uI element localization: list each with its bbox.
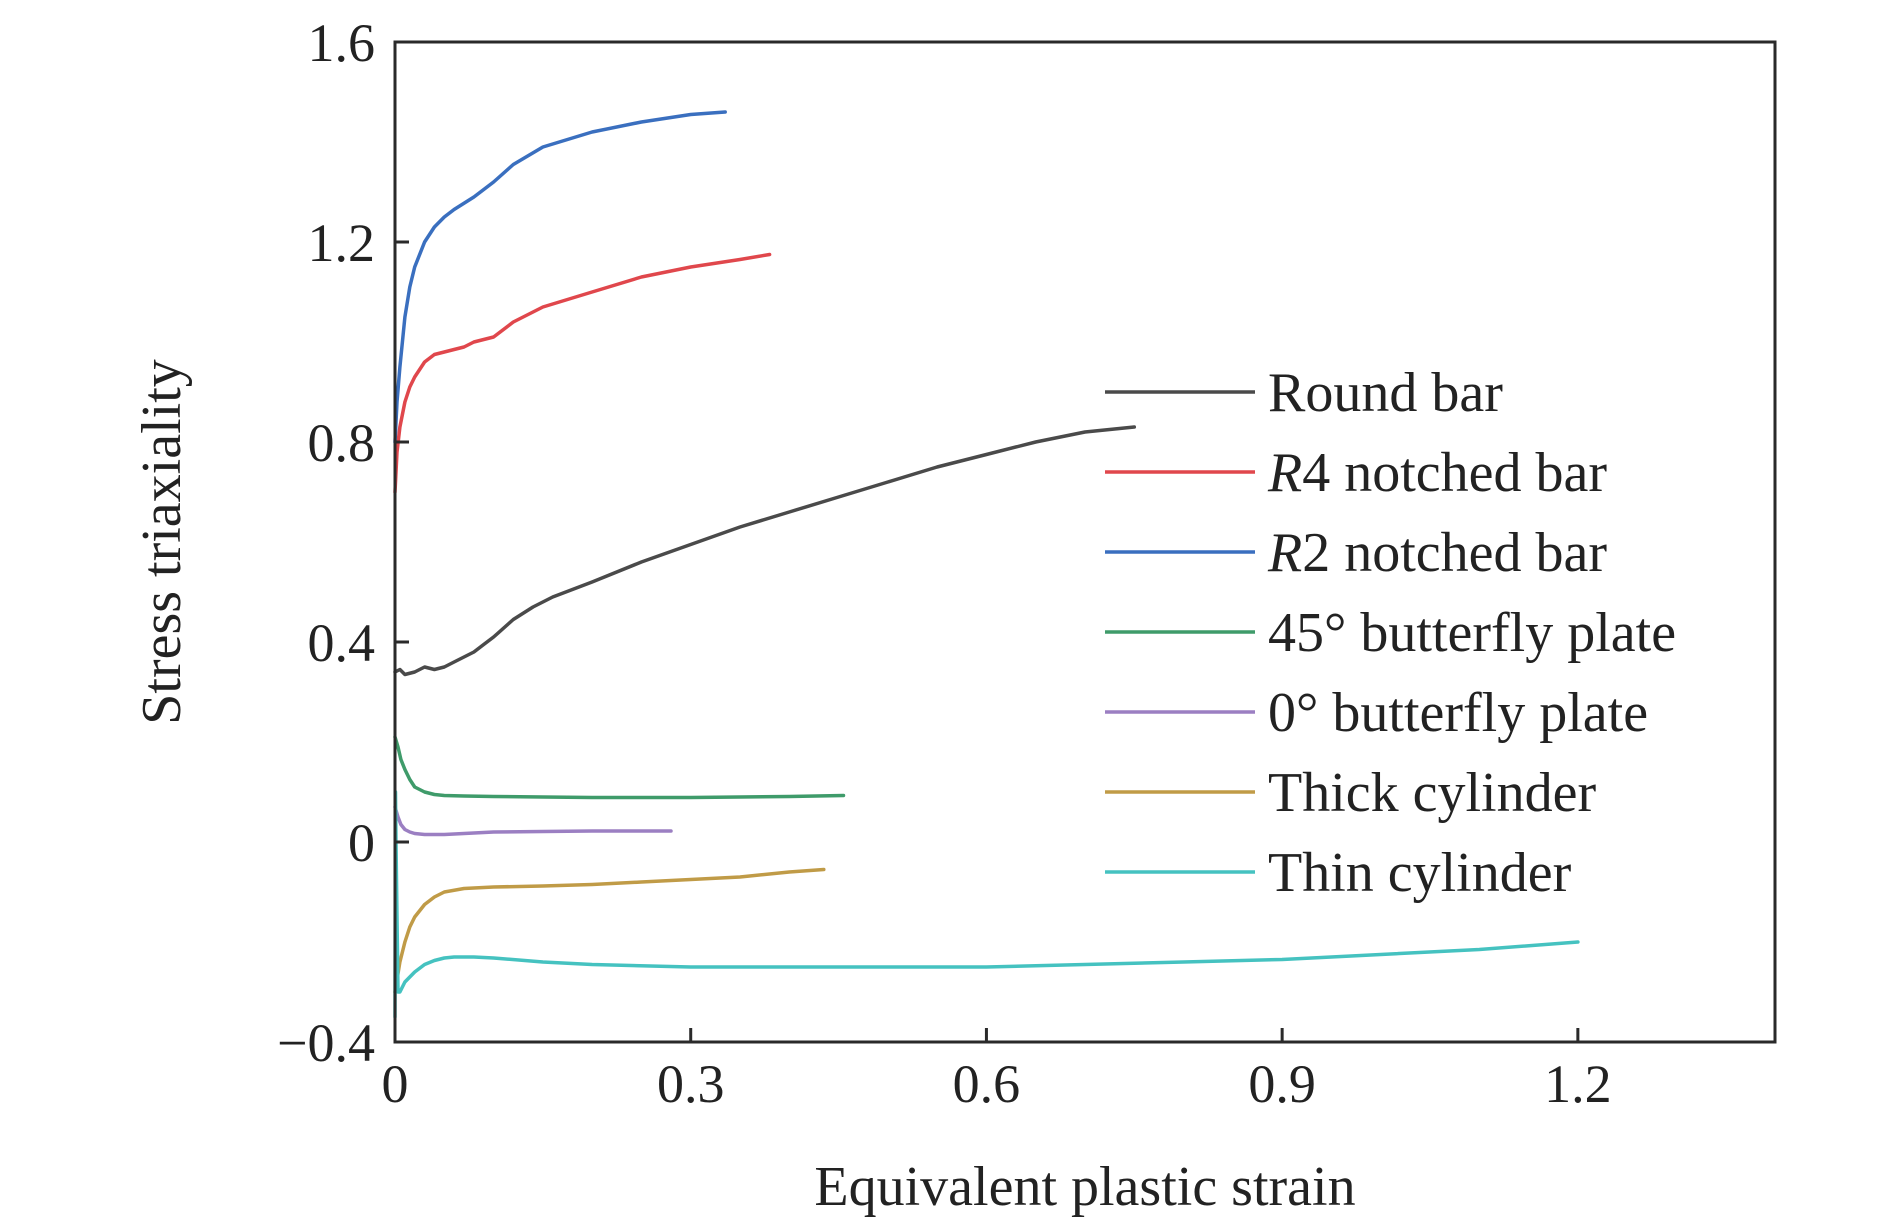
legend-label-4: 0° butterfly plate: [1268, 682, 1648, 744]
x-tick-label: 0: [382, 1054, 409, 1114]
y-axis-title: Stress triaxiality: [131, 359, 193, 725]
legend-label-italic: R: [1267, 522, 1302, 584]
legend-label-text: 45° butterfly plate: [1268, 602, 1676, 664]
legend-label-2: R2 notched bar: [1267, 522, 1607, 584]
x-tick-label: 1.2: [1544, 1054, 1612, 1114]
chart: 0 0.3 0.6 0.9 1.2−0.400.40.81.21.6 Equivalen…: [0, 0, 1890, 1226]
legend-label-text: Round bar: [1268, 362, 1503, 424]
legend-label-text: 4 notched bar: [1302, 442, 1607, 504]
legend-label-1: R4 notched bar: [1267, 442, 1607, 504]
y-tick-label: 1.2: [308, 213, 376, 273]
legend-label-6: Thin cylinder: [1268, 842, 1572, 904]
legend-label-5: Thick cylinder: [1268, 762, 1596, 824]
legend-label-3: 45° butterfly plate: [1268, 602, 1676, 664]
x-axis-title: Equivalent plastic strain: [814, 1156, 1355, 1218]
y-tick-label: 0.4: [308, 613, 376, 673]
x-tick-label: 0.6: [953, 1054, 1021, 1114]
x-tick-label: 0.3: [657, 1054, 725, 1114]
legend-label-text: Thin cylinder: [1268, 842, 1572, 904]
legend-label-text: 0° butterfly plate: [1268, 682, 1648, 744]
y-tick-label: −0.4: [277, 1013, 375, 1073]
legend-label-0: Round bar: [1268, 362, 1503, 424]
legend-label-text: Thick cylinder: [1268, 762, 1596, 824]
y-tick-label: 0: [348, 813, 375, 873]
legend-label-text: 2 notched bar: [1302, 522, 1607, 584]
y-tick-label: 0.8: [308, 413, 376, 473]
legend-label-italic: R: [1267, 442, 1302, 504]
x-tick-label: 0.9: [1248, 1054, 1316, 1114]
y-tick-label: 1.6: [308, 13, 376, 73]
